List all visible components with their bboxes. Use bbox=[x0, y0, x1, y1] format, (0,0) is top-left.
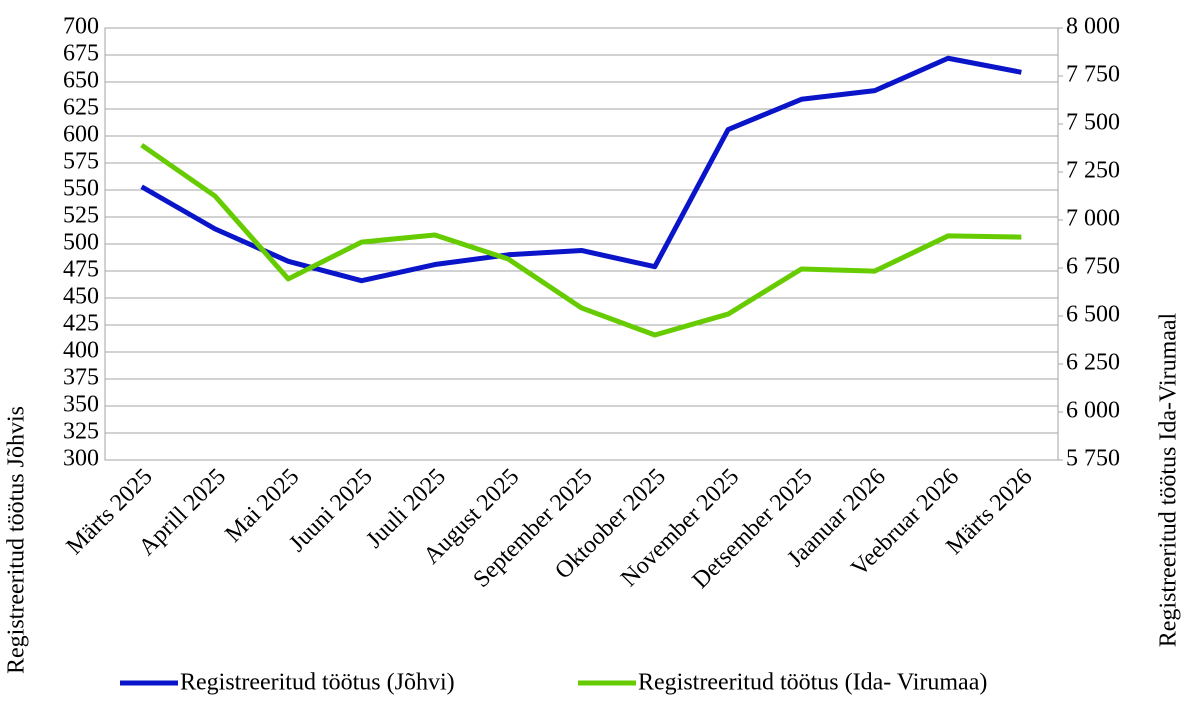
y-tick-label: 300 bbox=[63, 446, 99, 472]
y-tick-label: 450 bbox=[63, 284, 99, 310]
y-tick-label: 325 bbox=[63, 419, 99, 445]
y2-tick-label: 6 250 bbox=[1066, 350, 1120, 376]
line-series bbox=[140, 55, 1022, 284]
y-tick-label: 500 bbox=[63, 230, 99, 256]
y-tick-label: 625 bbox=[63, 95, 99, 121]
y-tick-label: 350 bbox=[63, 392, 99, 418]
y2-tick-label: 7 000 bbox=[1066, 206, 1120, 232]
y-tick-label: 650 bbox=[63, 68, 99, 94]
y2-tick-label: 8 000 bbox=[1066, 14, 1120, 40]
y-tick-label: 525 bbox=[63, 203, 99, 229]
y-tick-label: 550 bbox=[63, 176, 99, 202]
y-tick-label: 575 bbox=[63, 149, 99, 175]
legend-label: Registreeritud töötus (Jõhvi) bbox=[180, 670, 455, 696]
y-tick-label: 675 bbox=[63, 41, 99, 67]
y2-tick-label: 6 750 bbox=[1066, 254, 1120, 280]
line-series bbox=[140, 143, 1022, 338]
legend-label: Registreeritud töötus (Ida- Virumaa) bbox=[638, 670, 987, 696]
plot-border bbox=[104, 27, 1059, 461]
y-tick-label: 700 bbox=[63, 14, 99, 40]
y2-tick-label: 7 750 bbox=[1066, 62, 1120, 88]
y2-tick-label: 6 000 bbox=[1066, 398, 1120, 424]
y-tick-label: 600 bbox=[63, 122, 99, 148]
y-tick-label: 375 bbox=[63, 365, 99, 391]
y2-tick-label: 7 500 bbox=[1066, 110, 1120, 136]
y2-axis-title: Registreeritud töötus Ida-Virumaal bbox=[1156, 312, 1182, 647]
y-tick-label: 400 bbox=[63, 338, 99, 364]
y2-tick-label: 7 250 bbox=[1066, 158, 1120, 184]
y-tick-label: 475 bbox=[63, 257, 99, 283]
y2-tick-label: 5 750 bbox=[1066, 446, 1120, 472]
y2-tick-label: 6 500 bbox=[1066, 302, 1120, 328]
y-tick-label: 425 bbox=[63, 311, 99, 337]
y-axis-title: Registreeritud töötus Jõhvis bbox=[4, 406, 30, 674]
